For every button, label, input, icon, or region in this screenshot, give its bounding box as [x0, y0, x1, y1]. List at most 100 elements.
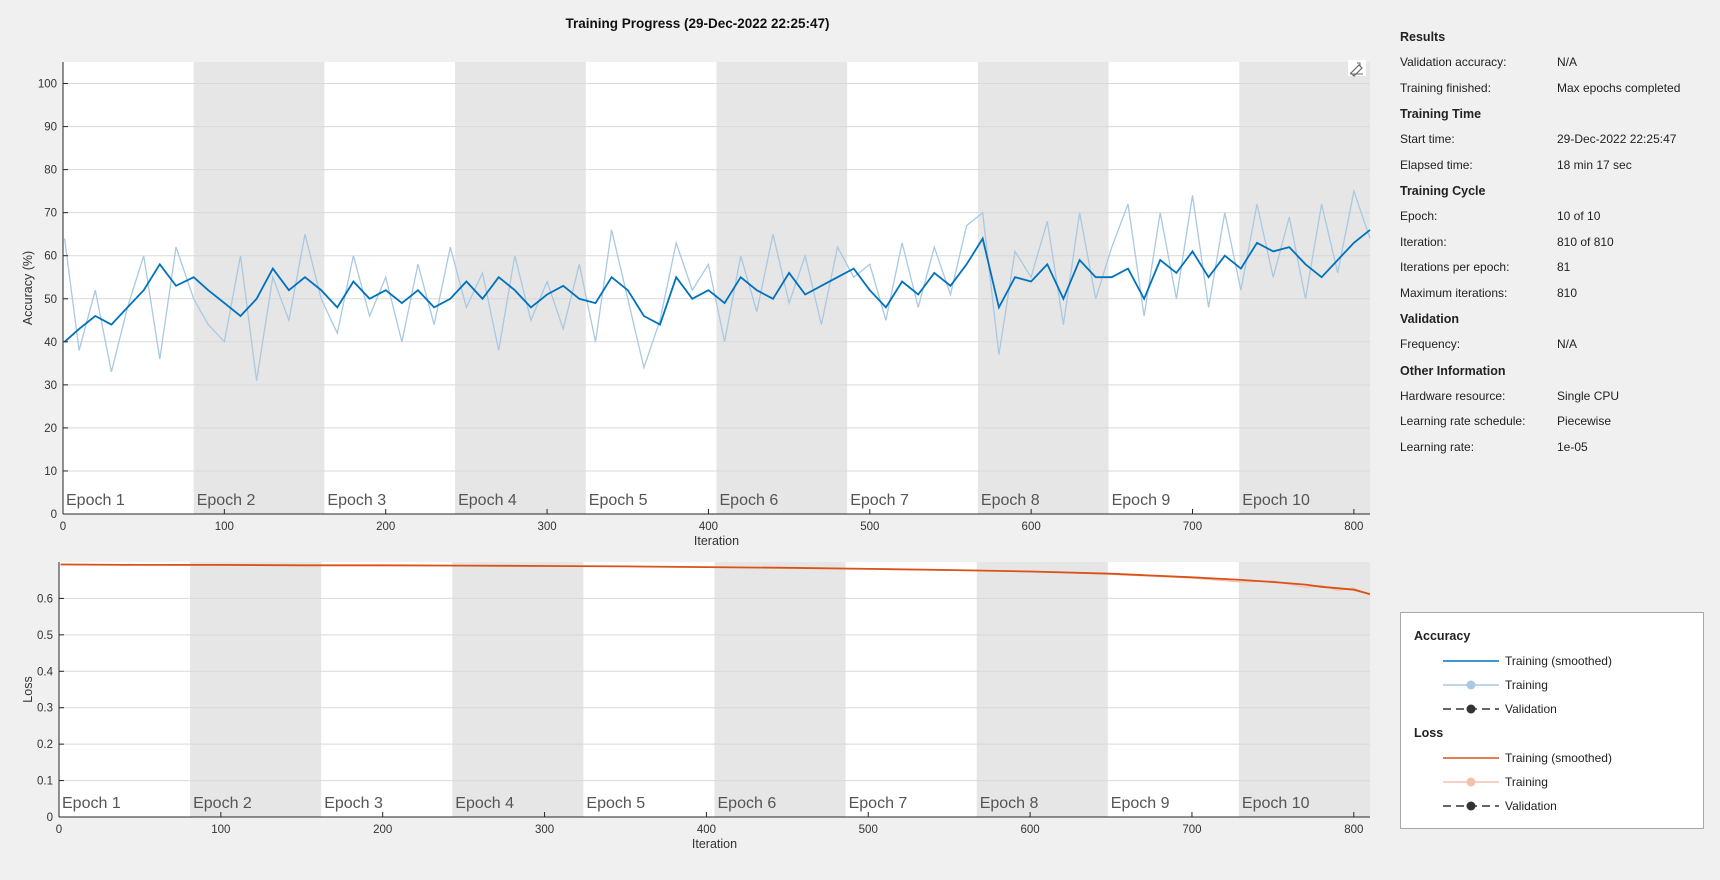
y-tick-label: 0.5	[37, 630, 53, 642]
dashed-marker-swatch-icon	[1443, 801, 1499, 811]
info-row: Training finished: Max epochs completed	[1400, 76, 1710, 102]
epoch-label: Epoch 1	[66, 492, 125, 509]
x-tick-label: 700	[1182, 824, 1201, 836]
info-key: Hardware resource:	[1400, 388, 1506, 403]
y-tick-label: 0.2	[37, 739, 53, 751]
x-tick-label: 200	[376, 521, 395, 533]
training-progress-title: Training Progress (29-Dec-2022 22:25:47)	[565, 16, 830, 31]
x-tick-label: 300	[537, 521, 556, 533]
x-tick-label: 800	[1344, 521, 1363, 533]
x-tick-label: 500	[859, 824, 878, 836]
y-tick-label: 90	[44, 122, 57, 134]
marker-line-swatch-icon	[1443, 777, 1499, 787]
info-section-title: Results	[1400, 30, 1446, 44]
legend-accuracy-training: Training	[1443, 677, 1548, 693]
x-tick-label: 700	[1183, 521, 1202, 533]
y-tick-label: 0.6	[37, 593, 53, 605]
info-key: Frequency:	[1400, 337, 1461, 351]
epoch-label: Epoch 9	[1112, 492, 1171, 509]
info-key: Maximum iterations:	[1400, 285, 1508, 300]
loss-plot[interactable]: Epoch 1 Epoch 2 Epoch 3 Epoch 4 Epoch 5 Epoch…	[21, 562, 1371, 851]
legend-label: Training (smoothed)	[1505, 751, 1612, 765]
info-row: Iterations per epoch: 81	[1400, 255, 1710, 281]
y-tick-label: 70	[44, 208, 57, 220]
info-key: Elapsed time:	[1400, 157, 1473, 172]
y-tick-label: 0	[47, 812, 53, 824]
info-value: Piecewise	[1557, 414, 1612, 428]
x-tick-label: 100	[215, 521, 234, 533]
info-row: Epoch: 10 of 10	[1400, 204, 1710, 230]
info-row: Maximum iterations: 810	[1400, 281, 1710, 307]
legend-loss-title: Loss	[1414, 726, 1444, 740]
y-axis-label: Accuracy (%)	[21, 251, 35, 325]
epoch-band	[976, 562, 1108, 817]
info-value: 1e-05	[1557, 439, 1588, 454]
legend-accuracy-title: Accuracy	[1414, 629, 1471, 643]
info-value: 810 of 810	[1557, 234, 1614, 249]
info-key: Start time:	[1400, 132, 1455, 146]
epoch-label: Epoch 7	[850, 492, 909, 509]
y-tick-label: 50	[44, 294, 57, 306]
info-key: Learning rate schedule:	[1400, 414, 1526, 428]
epoch-band	[977, 62, 1109, 514]
legend-loss-validation: Validation	[1443, 798, 1557, 814]
info-row: Elapsed time: 18 min 17 sec	[1400, 153, 1710, 179]
y-tick-label: 30	[44, 380, 57, 392]
epoch-label: Epoch 5	[589, 492, 648, 509]
info-row: Frequency: N/A	[1400, 332, 1710, 358]
y-tick-label: 0.1	[37, 776, 53, 788]
epoch-label: Epoch 3	[327, 492, 386, 509]
epoch-label: Epoch 7	[849, 795, 908, 812]
x-tick-label: 0	[56, 824, 62, 836]
info-key: Iterations per epoch:	[1400, 260, 1510, 274]
y-tick-label: 20	[44, 423, 57, 435]
x-tick-label: 600	[1021, 824, 1040, 836]
epoch-label: Epoch 6	[720, 492, 779, 509]
epoch-band	[190, 562, 322, 817]
info-key: Training finished:	[1400, 80, 1491, 95]
epoch-label: Epoch 10	[1242, 795, 1310, 812]
legend-label: Validation	[1505, 702, 1557, 716]
info-row: Learning rate schedule: Piecewise	[1400, 409, 1710, 435]
epoch-label: Epoch 3	[324, 795, 383, 812]
info-value: Single CPU	[1557, 388, 1620, 403]
epoch-label: Epoch 8	[980, 795, 1039, 812]
info-value: Max epochs completed	[1557, 80, 1681, 95]
x-tick-label: 800	[1344, 824, 1363, 836]
training-raw-line	[63, 188, 1371, 381]
training-smoothed-line	[64, 229, 1371, 343]
legend-label: Training	[1505, 775, 1548, 789]
legend-accuracy-validation: Validation	[1443, 701, 1557, 717]
epoch-label: Epoch 6	[718, 795, 777, 812]
line-swatch-icon	[1443, 757, 1499, 759]
info-key: Validation accuracy:	[1400, 55, 1507, 69]
info-key: Iteration:	[1400, 234, 1447, 249]
info-value: 29-Dec-2022 22:25:47	[1557, 132, 1677, 146]
info-value: N/A	[1557, 55, 1578, 69]
info-key: Learning rate:	[1400, 439, 1475, 454]
epoch-band	[193, 62, 325, 514]
x-tick-label: 100	[211, 824, 230, 836]
info-value: 18 min 17 sec	[1557, 157, 1632, 172]
y-tick-label: 0.4	[37, 666, 54, 678]
y-tick-label: 0.3	[37, 703, 53, 715]
x-tick-label: 400	[697, 824, 716, 836]
info-section-title: Training Time	[1400, 107, 1482, 121]
y-tick-label: 0	[51, 509, 57, 521]
epoch-band	[1239, 62, 1370, 514]
x-axis-label: Iteration	[692, 837, 737, 851]
x-tick-label: 300	[535, 824, 554, 836]
info-value: 10 of 10	[1557, 209, 1601, 223]
epoch-label: Epoch 9	[1111, 795, 1170, 812]
info-value: N/A	[1557, 337, 1578, 351]
legend-label: Validation	[1505, 799, 1557, 813]
info-row: Iteration: 810 of 810	[1400, 230, 1710, 256]
info-section-title: Other Information	[1400, 363, 1506, 378]
legend-loss-smoothed: Training (smoothed)	[1443, 750, 1612, 766]
y-axis-label: Loss	[21, 676, 35, 702]
epoch-band	[452, 562, 584, 817]
info-row: Validation accuracy: N/A	[1400, 50, 1710, 76]
accuracy-plot[interactable]: Epoch 1 Epoch 2 Epoch 3 Epoch 4 Epoch 5 Epoch…	[21, 62, 1371, 548]
axes-toolbar-icon[interactable]	[1348, 60, 1366, 77]
info-row: Hardware resource: Single CPU	[1400, 384, 1710, 410]
